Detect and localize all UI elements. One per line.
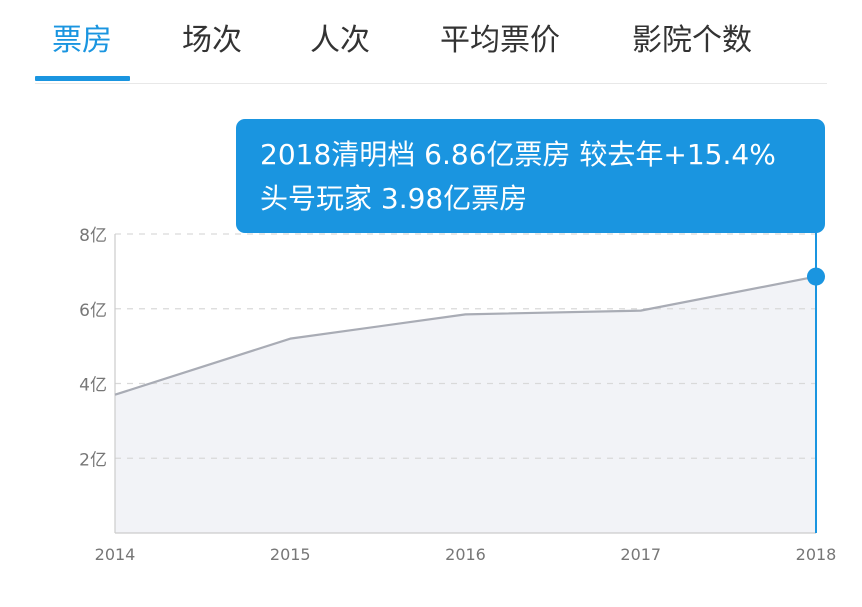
- tab-admissions[interactable]: 人次: [310, 23, 370, 58]
- x-tick-label: 2015: [270, 545, 311, 564]
- x-tick-label: 2017: [620, 545, 661, 564]
- tab-box-office[interactable]: 票房: [52, 23, 112, 58]
- tab-bar: 票房 场次 人次 平均票价 影院个数: [0, 0, 862, 84]
- series-line: [114, 275, 817, 396]
- x-tick-label: 2018: [796, 545, 837, 564]
- y-tick-label: 4亿: [79, 376, 107, 396]
- tooltip-summary: 2018清明档 6.86亿票房 较去年+15.4%: [260, 138, 776, 171]
- active-tab-indicator: [35, 76, 130, 81]
- y-tick-label: 8亿: [79, 226, 107, 246]
- area-fill: [115, 276, 816, 533]
- tooltip-top-film: 头号玩家 3.98亿票房: [260, 182, 528, 215]
- x-tick-label: 2014: [95, 545, 136, 564]
- y-tick-label: 6亿: [79, 301, 107, 321]
- chart-tooltip: 2018清明档 6.86亿票房 较去年+15.4% 头号玩家 3.98亿票房: [236, 119, 825, 233]
- y-tick-label: 2亿: [79, 450, 107, 470]
- highlight-point: [807, 267, 825, 286]
- x-tick-label: 2016: [445, 545, 486, 564]
- tab-cinema-count[interactable]: 影院个数: [632, 23, 752, 58]
- tab-screenings[interactable]: 场次: [182, 23, 242, 58]
- tabs-divider: [35, 83, 827, 84]
- tab-average-price[interactable]: 平均票价: [440, 23, 560, 58]
